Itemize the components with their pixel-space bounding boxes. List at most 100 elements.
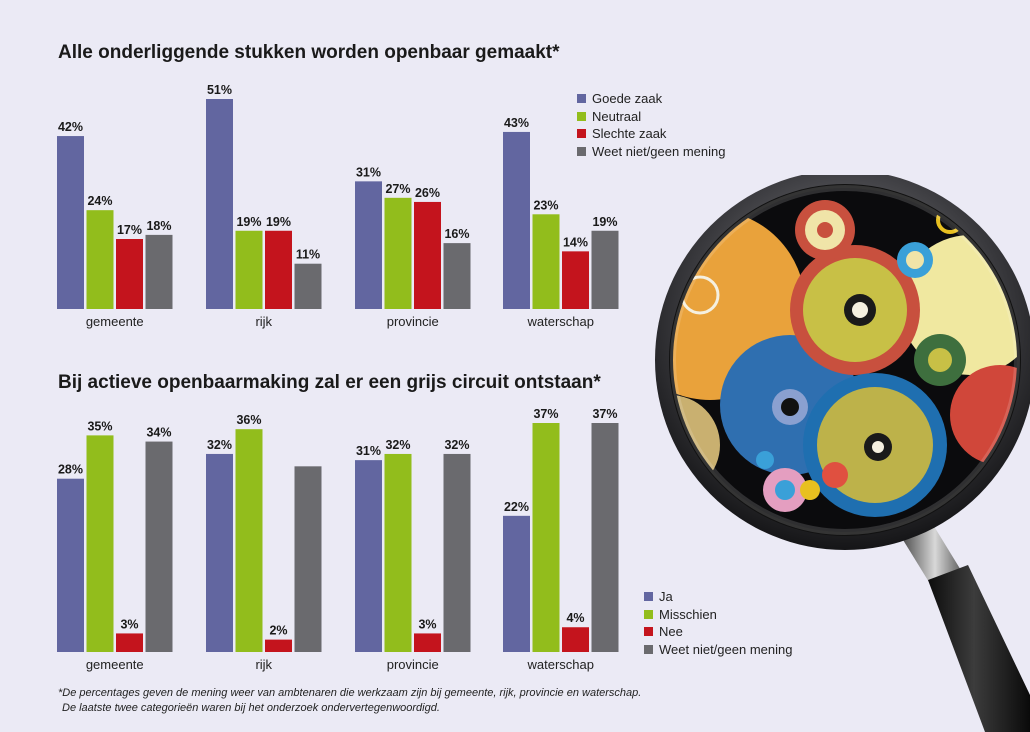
legend-swatch [577, 111, 586, 121]
data-label: 26% [415, 186, 440, 200]
legend-swatch [644, 609, 653, 619]
data-label: 32% [385, 438, 410, 452]
data-label: 51% [207, 83, 232, 97]
bar-provincie-misschien [384, 453, 412, 652]
bar-waterschap-weet-niet-geen-mening [591, 230, 619, 309]
bar-provincie-goede-zaak [355, 181, 382, 309]
bar-rijk-ja [206, 453, 233, 652]
data-label: 23% [533, 198, 558, 212]
legend-swatch [644, 592, 653, 602]
data-label: 3% [418, 617, 436, 631]
chart-1-legend: Goede zaak Neutraal Slechte zaak Weet ni… [577, 90, 725, 160]
data-label: 34% [146, 426, 171, 440]
bar-provincie-ja [355, 460, 382, 652]
footnote-line-1: *De percentages geven de mening weer van… [58, 687, 642, 699]
data-label: 31% [356, 444, 381, 458]
data-label: 14% [563, 235, 588, 249]
magnifier-illustration [655, 175, 1030, 732]
data-label: 4% [566, 611, 584, 625]
bar-waterschap-goede-zaak [503, 131, 530, 309]
legend-item: Slechte zaak [577, 125, 725, 143]
bar-gemeente-neutraal [86, 210, 114, 309]
data-label: 18% [146, 219, 171, 233]
bar-rijk-weet-niet-geen-mening [294, 263, 322, 309]
data-label: 19% [236, 215, 261, 229]
data-label: 36% [236, 413, 261, 427]
footnote-line-2: De laatste twee categorieën waren bij he… [62, 702, 440, 714]
legend-label: Weet niet/geen mening [659, 641, 793, 657]
bar-rijk-misschien [235, 429, 263, 652]
data-label: 42% [58, 120, 83, 134]
bar-rijk-weet-niet-geen-mening [294, 466, 322, 652]
bar-rijk-nee [265, 639, 292, 652]
chart-1-title: Alle onderliggende stukken worden openba… [58, 42, 560, 63]
legend-swatch [644, 627, 653, 637]
data-label: 27% [385, 182, 410, 196]
legend-swatch [577, 146, 586, 156]
legend-label: Ja [659, 589, 673, 605]
bar-gemeente-weet-niet-geen-mening [145, 234, 173, 309]
data-label: 17% [117, 223, 142, 237]
data-label: 31% [356, 165, 381, 179]
bar-waterschap-nee [562, 627, 589, 652]
data-label: 22% [504, 500, 529, 514]
legend-item: Ja [644, 588, 792, 606]
category-label: waterschap [527, 657, 594, 672]
data-label: 3% [120, 617, 138, 631]
chart-2-title: Bij actieve openbaarmaking zal er een gr… [58, 372, 601, 393]
bar-gemeente-goede-zaak [57, 136, 84, 309]
category-label: rijk [255, 657, 272, 672]
legend-item: Goede zaak [577, 90, 725, 108]
data-label: 43% [504, 116, 529, 130]
bar-rijk-neutraal [235, 230, 263, 309]
legend-item: Neutraal [577, 108, 725, 126]
data-label: 19% [592, 215, 617, 229]
legend-label: Nee [659, 624, 683, 640]
legend-label: Slechte zaak [592, 126, 667, 142]
data-label: 35% [87, 419, 112, 433]
legend-swatch [577, 94, 586, 104]
data-label: 37% [592, 407, 617, 421]
data-label: 2% [269, 624, 287, 638]
magnifier-handle [900, 523, 1030, 732]
legend-swatch [577, 129, 586, 139]
legend-item: Nee [644, 623, 792, 641]
chart-1: 42% 24% 17% 18% gemeente 51% 19% 19% 11% rijk 31% 2… [57, 83, 619, 329]
bar-rijk-goede-zaak [206, 99, 233, 309]
bar-gemeente-ja [57, 478, 84, 652]
bar-provincie-slechte-zaak [414, 201, 441, 309]
category-label: waterschap [527, 314, 594, 329]
legend-label: Weet niet/geen mening [592, 143, 726, 159]
legend-label: Misschien [659, 606, 717, 622]
legend-label: Neutraal [592, 108, 642, 124]
legend-item: Weet niet/geen mening [577, 143, 725, 161]
bar-gemeente-misschien [86, 435, 114, 652]
footnote: *De percentages geven de mening weer van… [58, 686, 641, 716]
bar-waterschap-ja [503, 515, 530, 652]
data-label: 32% [444, 438, 469, 452]
data-label: 11% [296, 248, 320, 262]
bar-provincie-neutraal [384, 197, 412, 309]
data-label: 37% [533, 407, 558, 421]
bar-provincie-weet-niet-geen-mening [443, 243, 471, 309]
chart-2: 28% 35% 3% 34% gemeente 32% 36% 2% rijk 31% 32% 3% 3… [57, 407, 619, 672]
legend-swatch [644, 644, 653, 654]
category-label: provincie [387, 314, 439, 329]
bar-rijk-slechte-zaak [265, 230, 292, 309]
bar-waterschap-misschien [532, 423, 560, 652]
legend-label: Goede zaak [592, 91, 663, 107]
category-label: provincie [387, 657, 439, 672]
bar-gemeente-slechte-zaak [116, 239, 143, 309]
data-label: 28% [58, 463, 83, 477]
legend-item: Weet niet/geen mening [644, 641, 792, 659]
bar-provincie-weet-niet-geen-mening [443, 453, 471, 652]
bar-gemeente-nee [116, 633, 143, 652]
legend-item: Misschien [644, 606, 792, 624]
category-label: gemeente [86, 657, 144, 672]
category-label: gemeente [86, 314, 144, 329]
bar-gemeente-weet-niet-geen-mening [145, 441, 173, 652]
data-label: 32% [207, 438, 232, 452]
magnifier-lens [673, 188, 1017, 532]
data-label: 19% [266, 215, 291, 229]
data-label: 24% [87, 194, 112, 208]
